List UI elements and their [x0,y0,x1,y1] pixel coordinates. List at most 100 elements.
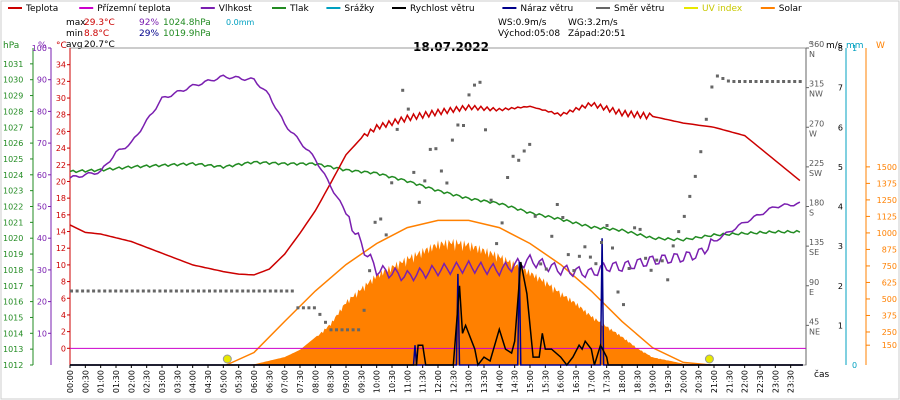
temperature-tick-label-26: 26 [56,127,66,136]
sunset-time: Západ:20:51 [568,29,626,39]
wind-direction-marker [622,303,625,307]
wind-direction-marker [456,123,460,127]
time-tick-label-03:00: 03:00 [158,370,167,393]
wind-gust-max: WG:3.2m/s [568,18,618,28]
direction-tick-label-225: 225 [809,159,824,168]
wind-direction-marker [649,268,653,272]
sunrise-marker [222,354,232,364]
time-tick-label-23:30: 23:30 [787,370,796,393]
wind-direction-marker [301,306,305,310]
stat-max-rain: 0.0mm [226,18,255,27]
time-tick-label-02:30: 02:30 [143,370,152,393]
pressure-tick-label-1025: 1025 [3,155,23,164]
solar-tick-label-625: 625 [882,278,897,287]
time-tick-label-21:30: 21:30 [725,370,734,393]
wind-direction-marker [489,198,493,202]
humidity-tick-label-10: 10 [37,329,47,338]
wind-direction-marker [130,289,134,293]
wind-direction-marker [693,174,697,178]
wind-direction-marker [633,226,637,230]
direction-tick-label-180: 180 [809,199,824,208]
solar-tick-label-250: 250 [882,328,897,337]
pressure-tick-label-1028: 1028 [3,107,23,116]
wind-direction-marker [544,267,548,271]
time-tick-label-10:00: 10:00 [373,370,382,393]
wind-speed-line [70,261,803,367]
temperature-tick-label-18: 18 [56,194,66,203]
stat-min-label: min [66,29,83,39]
humidity-tick-label-20: 20 [37,298,47,307]
time-tick-label-11:30: 11:30 [419,370,428,393]
temperature-tick-label-10: 10 [56,261,66,270]
wind-direction-marker [70,289,73,293]
wind-direction-marker [108,289,112,293]
pressure-tick-label-1014: 1014 [3,329,23,338]
time-tick-label-17:00: 17:00 [587,370,596,393]
wind-direction-marker [92,289,96,293]
wind-tick-label-4: 4 [838,203,843,212]
wind-gust-line [70,238,803,366]
direction-tick-label-90: 90 [809,278,819,287]
unit-celsius: °C [56,41,67,51]
wind-direction-marker [246,289,250,293]
wind-direction-marker [577,254,581,258]
wind-tick-label-1: 1 [838,321,843,330]
stat-min-pressure: 1019.9hPa [163,29,211,39]
direction-name-NW: NW [809,90,823,99]
time-tick-label-08:00: 08:00 [311,370,320,393]
direction-name-NE: NE [809,327,820,336]
solar-tick-label-150: 150 [882,341,897,350]
time-tick-label-19:30: 19:30 [664,370,673,393]
pressure-tick-label-1027: 1027 [3,123,23,132]
wind-direction-marker [627,267,631,270]
wind-direction-marker [561,216,565,219]
wind-direction-marker [417,200,421,204]
wind-tick-label-2: 2 [838,282,843,291]
solar-tick-label-500: 500 [882,295,897,304]
wind-direction-marker [180,289,184,293]
time-axis: 00:00 00:30 01:00 01:30 02:00 02:30 03:00 03:30… [66,365,796,393]
wind-direction-marker [235,289,239,293]
wind-direction-marker [738,80,741,83]
wind-direction-marker [428,147,432,151]
time-tick-label-15:00: 15:00 [526,370,535,393]
pressure-tick-label-1020: 1020 [3,234,23,243]
time-tick-label-11:00: 11:00 [403,370,412,393]
wind-direction-marker [682,214,686,218]
wind-direction-marker [760,80,763,83]
axes-layer: 1012101310141015101610171018101910201021… [3,40,897,370]
wind-direction-marker [715,74,719,78]
wind-direction-marker [605,224,609,227]
wind-direction-marker [638,227,642,231]
pressure-tick-label-1017: 1017 [3,282,23,291]
wind-direction-marker [445,181,449,185]
wind-direction-marker [81,289,85,293]
time-tick-label-14:00: 14:00 [495,370,504,393]
wind-direction-marker [197,289,200,293]
wind-direction-marker [219,289,223,293]
stat-avg-label: avg [66,40,83,50]
wind-direction-marker [97,289,101,293]
temperature-tick-label-6: 6 [61,294,66,303]
stat-min-temp: 8.8°C [84,29,109,39]
wind-direction-marker [726,79,730,83]
time-tick-label-18:30: 18:30 [633,370,642,393]
wind-direction-marker [268,289,272,293]
unit-watts: W [876,41,885,51]
stat-max-label: max [66,18,86,28]
rain-tick-label-1: 1 [852,44,857,53]
wind-direction-marker [373,220,377,224]
unit-hpa: hPa [3,41,19,51]
wind-direction-marker [721,77,725,80]
wind-direction-marker [572,269,576,273]
wind-direction-marker [390,181,394,185]
wind-direction-marker [500,221,504,225]
time-tick-label-08:30: 08:30 [327,370,336,393]
direction-name-SE: SE [809,248,819,257]
wind-direction-marker [666,278,670,282]
pressure-tick-label-1015: 1015 [3,313,23,322]
legend-label-3: Tlak [289,4,310,14]
time-tick-label-13:30: 13:30 [480,370,489,393]
